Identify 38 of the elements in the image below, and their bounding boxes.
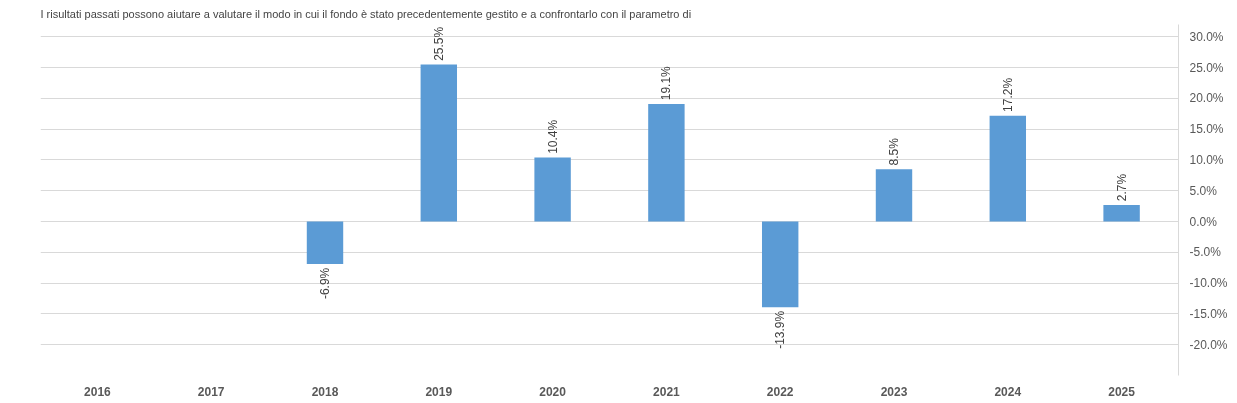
data-label: -13.9% bbox=[773, 310, 788, 349]
y-tick-label: 30.0% bbox=[1189, 29, 1224, 44]
data-label: 19.1% bbox=[659, 65, 674, 101]
y-tick-label: 0.0% bbox=[1189, 214, 1218, 229]
bar bbox=[648, 103, 685, 222]
bar bbox=[989, 115, 1027, 222]
x-tick-label: 2024 bbox=[994, 384, 1022, 399]
data-label: 10.4% bbox=[545, 119, 560, 154]
data-label: -6.9% bbox=[318, 267, 332, 300]
data-label: 17.2% bbox=[1000, 77, 1015, 112]
x-tick-label: 2021 bbox=[653, 384, 681, 399]
x-tick-label: 2022 bbox=[766, 384, 794, 399]
x-tick-label: 2019 bbox=[425, 384, 453, 399]
y-tick-label: 15.0% bbox=[1189, 122, 1224, 137]
bar bbox=[534, 157, 571, 222]
y-tick-label: -10.0% bbox=[1189, 276, 1228, 291]
y-tick-label: 5.0% bbox=[1189, 183, 1218, 198]
chart-title: I risultati passati possono aiutare a valutare il modo in cui il fondo è stato precedentemente gestito e a confrontarlo con il parametro di bbox=[40, 7, 692, 20]
y-tick-label: -5.0% bbox=[1189, 245, 1222, 260]
y-tick-label: 10.0% bbox=[1189, 152, 1224, 167]
x-tick-label: 2025 bbox=[1108, 384, 1136, 399]
y-tick-label: 25.0% bbox=[1189, 60, 1224, 75]
data-label: 2.7% bbox=[1114, 173, 1129, 202]
x-tick-label: 2018 bbox=[311, 384, 339, 399]
x-tick-label: 2016 bbox=[84, 384, 112, 399]
x-tick-label: 2017 bbox=[197, 384, 225, 399]
bar bbox=[761, 221, 799, 308]
bar bbox=[420, 64, 458, 222]
bar bbox=[1103, 204, 1140, 222]
data-label: 8.5% bbox=[887, 137, 901, 166]
x-tick-label: 2023 bbox=[880, 384, 908, 399]
x-tick-label: 2020 bbox=[539, 384, 567, 399]
y-tick-label: 20.0% bbox=[1189, 91, 1224, 106]
bar bbox=[875, 169, 913, 222]
data-label: 25.5% bbox=[431, 26, 446, 61]
bar bbox=[306, 221, 344, 265]
y-tick-label: -20.0% bbox=[1189, 337, 1228, 352]
y-tick-label: -15.0% bbox=[1189, 306, 1228, 321]
